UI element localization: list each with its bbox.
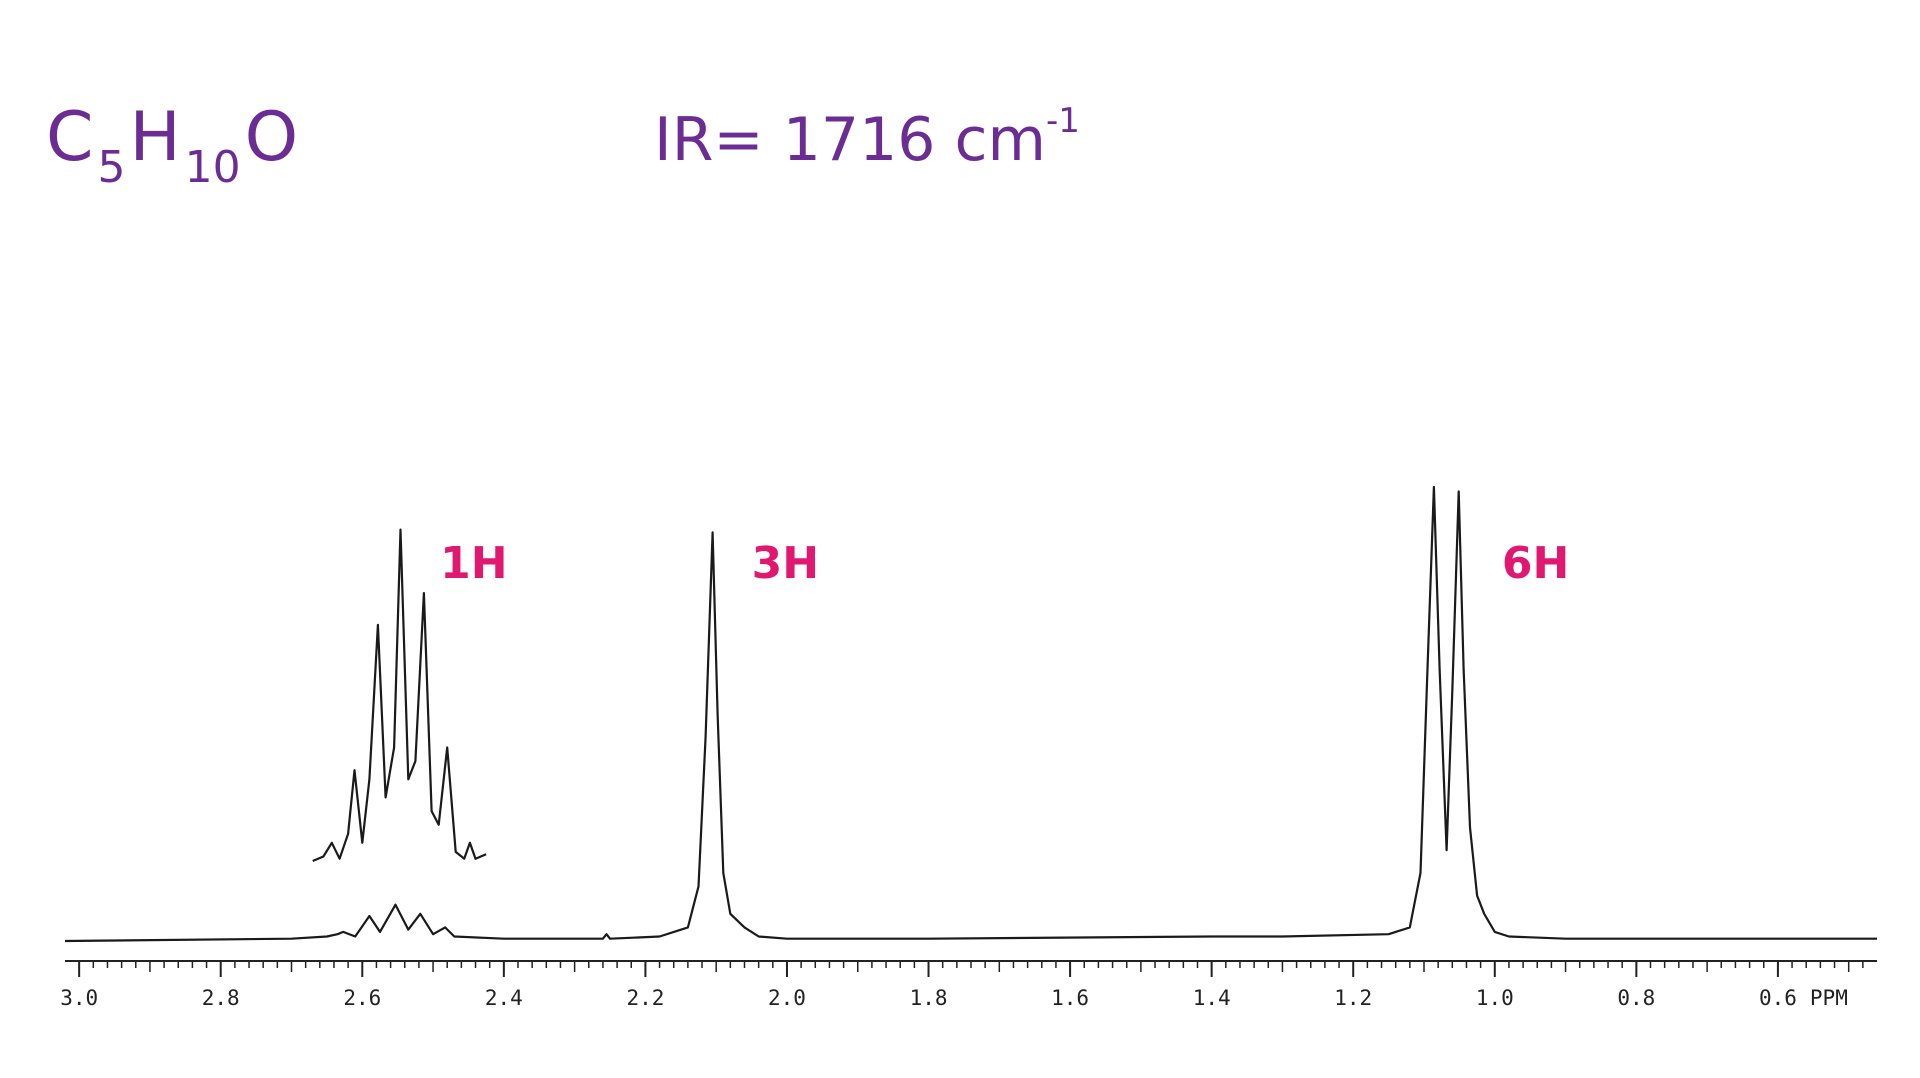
x-tick-label: 1.2 — [1334, 986, 1372, 1010]
formula-element: O — [245, 98, 299, 177]
x-tick-label: 2.4 — [485, 986, 523, 1010]
formula: C5H10O — [46, 98, 298, 193]
inset-trace — [312, 528, 487, 863]
ir-superscript: -1 — [1046, 101, 1080, 141]
formula-subscript: 5 — [97, 142, 125, 193]
ir-note: IR= 1716 cm-1 — [654, 101, 1080, 175]
ir-text: IR= 1716 cm — [654, 105, 1046, 175]
x-tick-label: 1.6 — [1051, 986, 1089, 1010]
x-tick-label: 3.0 — [60, 986, 98, 1010]
x-tick-label: 1.0 — [1476, 986, 1514, 1010]
x-tick-label: 2.2 — [626, 986, 664, 1010]
x-tick-label: 1.4 — [1193, 986, 1231, 1010]
formula-element: C — [46, 98, 93, 177]
formula-subscript: 10 — [185, 142, 241, 193]
x-tick-label: 2.0 — [768, 986, 806, 1010]
integration-label: 6H — [1502, 538, 1569, 589]
x-tick-label: 2.8 — [202, 986, 240, 1010]
x-tick-label: 0.6 — [1759, 986, 1797, 1010]
x-tick-label: 1.8 — [910, 986, 948, 1010]
integration-label: 1H — [440, 538, 507, 589]
formula-element: H — [129, 98, 180, 177]
x-axis-label: PPM — [1810, 986, 1848, 1010]
integration-label: 3H — [752, 538, 819, 589]
x-tick-label: 0.8 — [1617, 986, 1655, 1010]
spectrum-trace — [64, 485, 1877, 943]
x-tick-label: 2.6 — [343, 986, 381, 1010]
